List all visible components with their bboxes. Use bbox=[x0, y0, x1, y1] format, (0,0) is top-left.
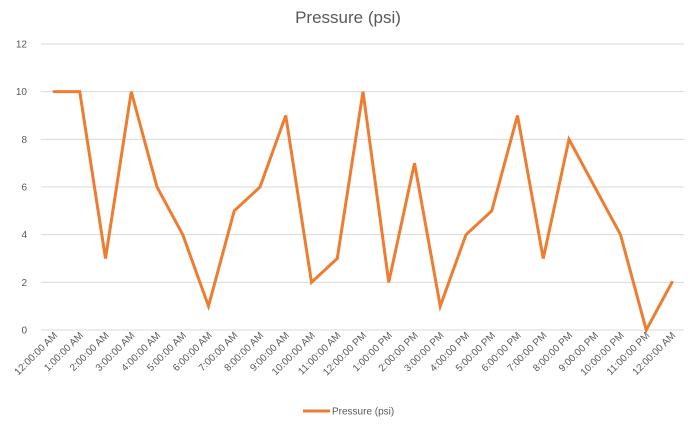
series-lines bbox=[52, 90, 674, 335]
series-line bbox=[52, 90, 674, 335]
y-tick-label: 8 bbox=[21, 135, 27, 146]
y-tick-label: 12 bbox=[16, 40, 28, 51]
gridlines bbox=[41, 43, 684, 331]
y-tick-label: 4 bbox=[21, 230, 27, 241]
y-tick-label: 2 bbox=[21, 278, 27, 289]
x-axis-ticks: 12:00:00 AM1:00:00 AM2:00:00 AM3:00:00 A… bbox=[13, 330, 678, 378]
chart-title: Pressure (psi) bbox=[295, 8, 401, 27]
y-tick-label: 10 bbox=[16, 87, 28, 98]
y-tick-label: 6 bbox=[21, 183, 27, 194]
legend: Pressure (psi) bbox=[303, 407, 394, 418]
y-axis-ticks: 0 2 4 6 8 10 12 bbox=[16, 40, 28, 337]
y-tick-label: 0 bbox=[21, 326, 27, 337]
legend-label: Pressure (psi) bbox=[332, 407, 394, 418]
